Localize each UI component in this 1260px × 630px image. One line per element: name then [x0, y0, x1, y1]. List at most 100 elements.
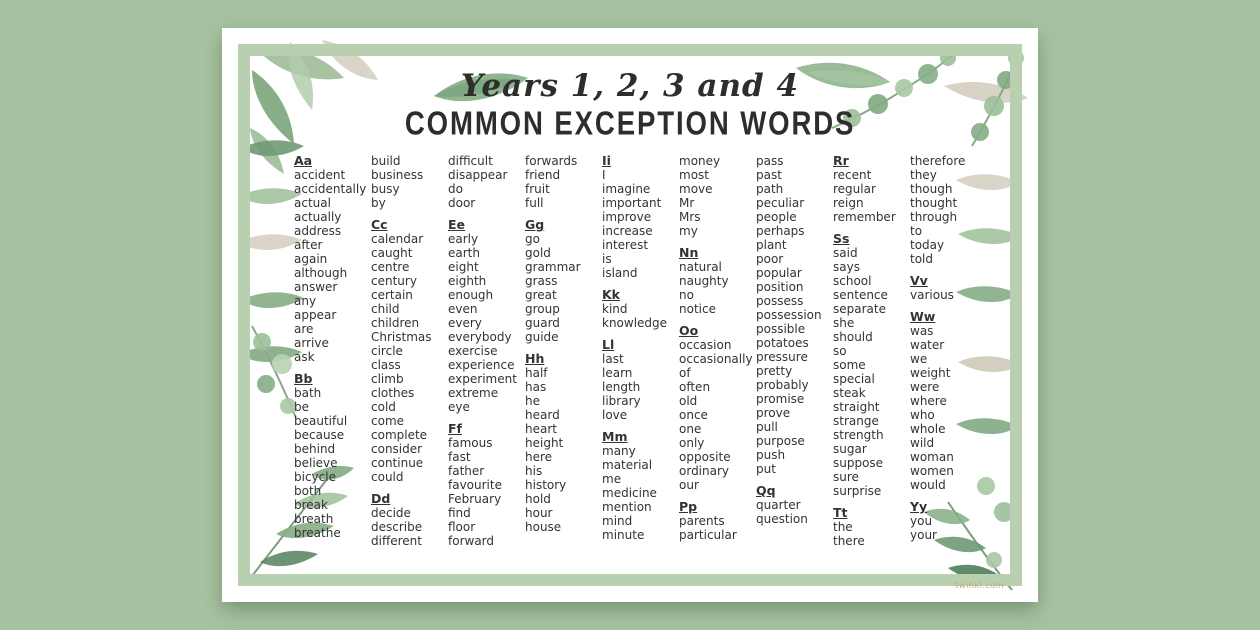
word: potatoes — [756, 336, 809, 350]
word: believe — [294, 456, 338, 470]
word: would — [910, 478, 946, 492]
word: purpose — [756, 434, 805, 448]
word: after — [294, 238, 323, 252]
word: push — [756, 448, 786, 462]
word: no — [679, 288, 694, 302]
word: there — [833, 534, 865, 548]
letter-heading: Bb — [294, 371, 313, 386]
letter-heading: Oo — [679, 323, 699, 338]
word: plant — [756, 238, 787, 252]
word: recent — [833, 168, 872, 182]
word-column: pass past path peculiar people perhaps plant po… — [756, 154, 826, 548]
word: were — [910, 380, 940, 394]
letter-heading: Kk — [602, 287, 620, 302]
word: business — [371, 168, 424, 182]
word: actual — [294, 196, 331, 210]
word: last — [602, 352, 624, 366]
word: has — [525, 380, 547, 394]
word: sugar — [833, 442, 867, 456]
word: probably — [756, 378, 809, 392]
word: house — [525, 520, 562, 534]
word: cold — [371, 400, 396, 414]
word: put — [756, 462, 776, 476]
word: child — [371, 302, 400, 316]
word: beautiful — [294, 414, 348, 428]
word: century — [371, 274, 417, 288]
word: separate — [833, 302, 886, 316]
word-column: difficult disappear do door Ee early earth eigh… — [448, 154, 518, 548]
word: medicine — [602, 486, 657, 500]
word: guard — [525, 316, 560, 330]
word: woman — [910, 450, 954, 464]
word: length — [602, 380, 641, 394]
word: early — [448, 232, 479, 246]
word: February — [448, 492, 502, 506]
word: sentence — [833, 288, 888, 302]
word: ordinary — [679, 464, 730, 478]
word: my — [679, 224, 698, 238]
letter-heading: Vv — [910, 273, 928, 288]
word: kind — [602, 302, 628, 316]
word: notice — [679, 302, 716, 316]
word: friend — [525, 168, 561, 182]
word: our — [679, 478, 699, 492]
word: could — [371, 470, 404, 484]
word: be — [294, 400, 309, 414]
word: surprise — [833, 484, 882, 498]
word: position — [756, 280, 804, 294]
word: once — [679, 408, 708, 422]
word: pressure — [756, 350, 808, 364]
word-columns: Aa accident accidentally actual actually addr… — [294, 154, 980, 549]
letter-heading: Ee — [448, 217, 466, 232]
word: behind — [294, 442, 336, 456]
word: to — [910, 224, 923, 238]
word: calendar — [371, 232, 424, 246]
word: natural — [679, 260, 722, 274]
word: thought — [910, 196, 958, 210]
word: mention — [602, 500, 652, 514]
word: material — [602, 458, 653, 472]
word: answer — [294, 280, 338, 294]
word: says — [833, 260, 860, 274]
word: ask — [294, 350, 315, 364]
word: grass — [525, 274, 558, 288]
letter-heading: Cc — [371, 217, 388, 232]
word: therefore — [910, 154, 966, 168]
word: Mrs — [679, 210, 701, 224]
letter-heading: Ww — [910, 309, 936, 324]
word: group — [525, 302, 560, 316]
word: breath — [294, 512, 334, 526]
word: pass — [756, 154, 784, 168]
word: climb — [371, 372, 404, 386]
word: fruit — [525, 182, 550, 196]
word-column: Aa accident accidentally actual actually addr… — [294, 154, 366, 548]
word: guide — [525, 330, 559, 344]
word: go — [525, 232, 540, 246]
word: occasionally — [679, 352, 753, 366]
word: today — [910, 238, 945, 252]
word: great — [525, 288, 557, 302]
word: pretty — [756, 364, 793, 378]
word: eighth — [448, 274, 487, 288]
word: heard — [525, 408, 560, 422]
poster-title-text: COMMON EXCEPTION WORDS — [404, 105, 856, 143]
word: love — [602, 408, 628, 422]
word: minute — [602, 528, 645, 542]
word: do — [448, 182, 463, 196]
word: special — [833, 372, 875, 386]
word: continue — [371, 456, 424, 470]
word: sure — [833, 470, 859, 484]
word: any — [294, 294, 317, 308]
word-column: Rr recent regular reign remember Ss said says sc… — [833, 154, 903, 549]
word: famous — [448, 436, 493, 450]
word: should — [833, 330, 873, 344]
word: father — [448, 464, 485, 478]
word: water — [910, 338, 945, 352]
word: accident — [294, 168, 346, 182]
word: past — [756, 168, 782, 182]
word: prove — [756, 406, 791, 420]
word-column: money most move Mr Mrs my Nn natural naughty no no… — [679, 154, 753, 548]
word: he — [525, 394, 540, 408]
word: different — [371, 534, 422, 548]
